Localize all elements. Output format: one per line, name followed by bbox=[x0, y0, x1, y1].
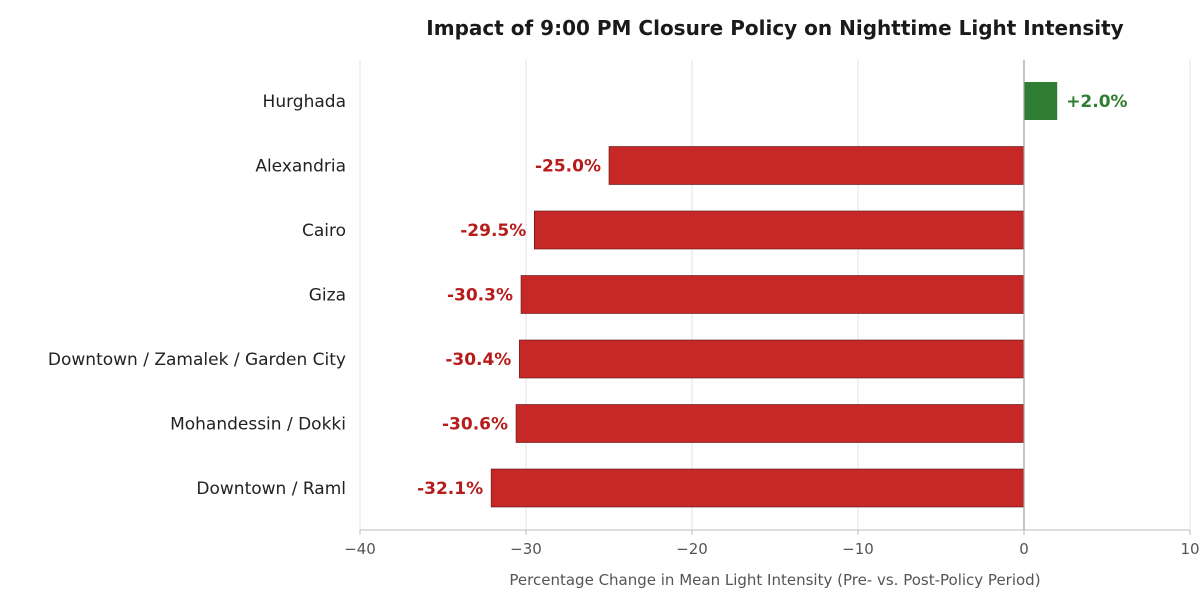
bar bbox=[515, 404, 1025, 443]
data-label: -30.3% bbox=[447, 286, 513, 306]
data-label: -30.4% bbox=[445, 350, 511, 370]
bar bbox=[490, 468, 1025, 508]
data-label: -25.0% bbox=[535, 157, 601, 177]
category-label: Alexandria bbox=[255, 157, 346, 177]
data-label: -30.6% bbox=[442, 415, 508, 435]
x-tick-label: −40 bbox=[344, 540, 376, 558]
category-labels: Hurghada Alexandria Cairo Giza Downtown / Za… bbox=[48, 92, 346, 499]
bar bbox=[520, 275, 1025, 314]
bar bbox=[1024, 82, 1058, 120]
category-label: Cairo bbox=[302, 221, 346, 241]
x-axis-label: Percentage Change in Mean Light Intensit… bbox=[509, 571, 1040, 589]
x-tick-label: 0 bbox=[1019, 540, 1029, 558]
x-tick-label: −30 bbox=[510, 540, 542, 558]
category-label: Downtown / Raml bbox=[196, 479, 346, 499]
x-tick-label: −10 bbox=[842, 540, 874, 558]
category-label: Mohandessin / Dokki bbox=[170, 415, 346, 435]
chart-title: Impact of 9:00 PM Closure Policy on Nigh… bbox=[426, 16, 1123, 40]
data-label: -29.5% bbox=[460, 221, 526, 241]
category-label: Downtown / Zamalek / Garden City bbox=[48, 350, 346, 370]
bar bbox=[519, 339, 1025, 379]
bars bbox=[490, 82, 1058, 508]
x-axis: −40 −30 −20 −10 0 10 bbox=[344, 60, 1200, 558]
x-tick-label: 10 bbox=[1180, 540, 1199, 558]
category-label: Hurghada bbox=[263, 92, 346, 112]
data-labels: +2.0% -25.0% -29.5% -30.3% -30.4% -30.6% -32.1… bbox=[417, 92, 1128, 499]
category-label: Giza bbox=[309, 286, 346, 306]
bar bbox=[608, 146, 1025, 185]
bar bbox=[533, 210, 1025, 250]
data-label: -32.1% bbox=[417, 479, 483, 499]
x-tick-label: −20 bbox=[676, 540, 708, 558]
data-label: +2.0% bbox=[1066, 92, 1127, 112]
